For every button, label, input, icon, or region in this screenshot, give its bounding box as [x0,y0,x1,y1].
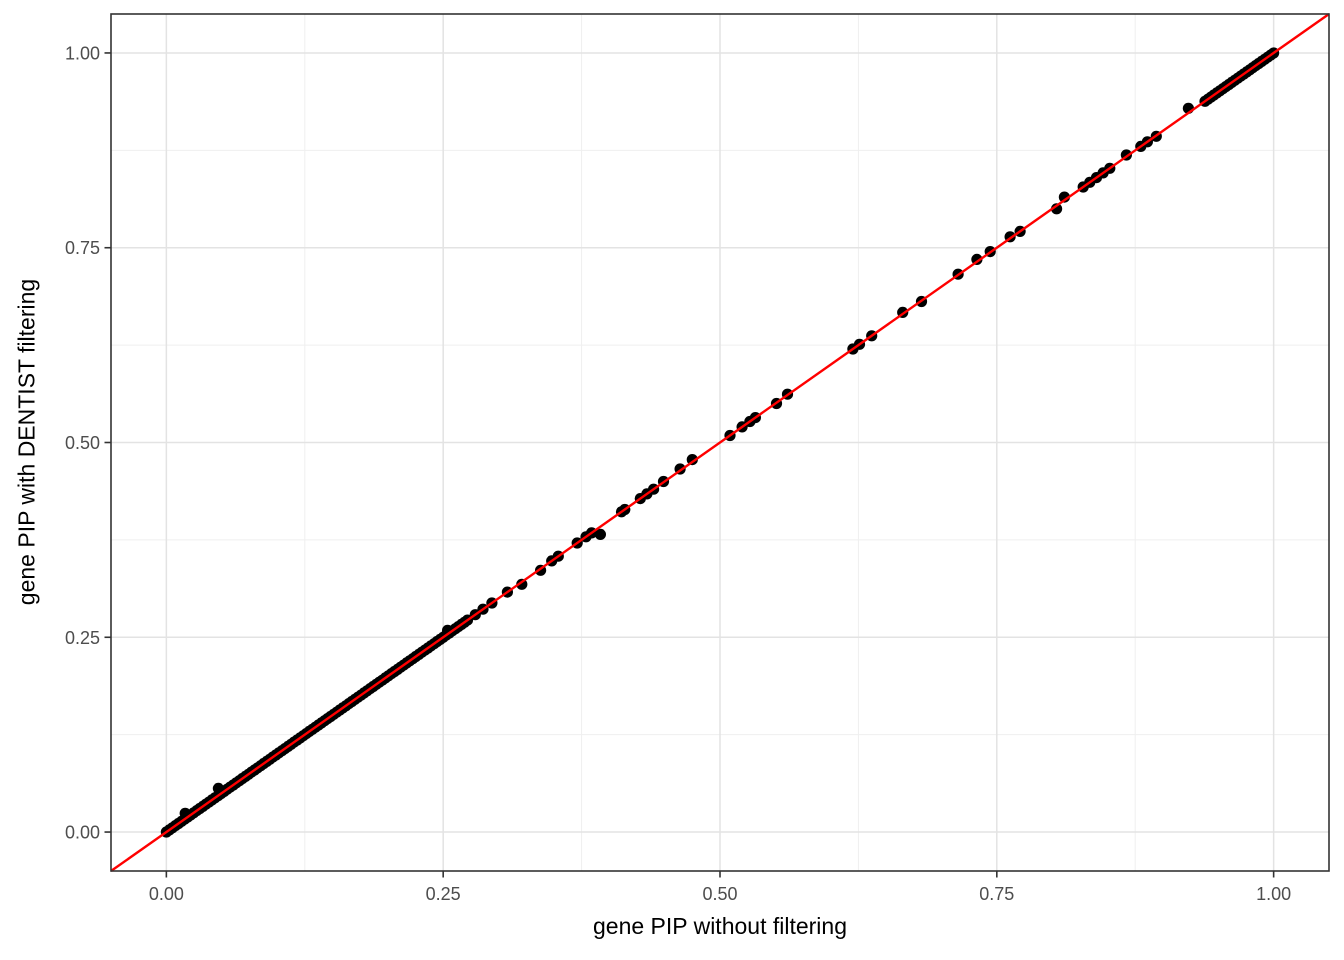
x-axis-title: gene PIP without filtering [592,913,847,939]
scatter-point [212,782,224,795]
x-tick-label: 1.00 [1256,884,1291,904]
scatter-point [516,578,528,590]
y-tick-label: 0.25 [65,628,100,648]
scatter-point [594,528,607,541]
scatter-point [1051,203,1063,215]
scatter-point [971,253,983,265]
x-tick-label: 0.50 [702,884,737,904]
x-tick-label: 0.00 [149,884,184,904]
y-tick-label: 1.00 [65,43,100,63]
y-tick-label: 0.50 [65,433,100,453]
scatter-point [686,454,698,466]
x-tick-label: 0.25 [426,884,461,904]
y-tick-label: 0.00 [65,823,100,843]
y-axis-title: gene PIP with DENTIST filtering [13,278,40,606]
scatter-point [1058,191,1070,203]
y-tick-label: 0.75 [65,238,100,258]
x-tick-label: 0.75 [979,884,1014,904]
identity-line [110,13,1330,872]
